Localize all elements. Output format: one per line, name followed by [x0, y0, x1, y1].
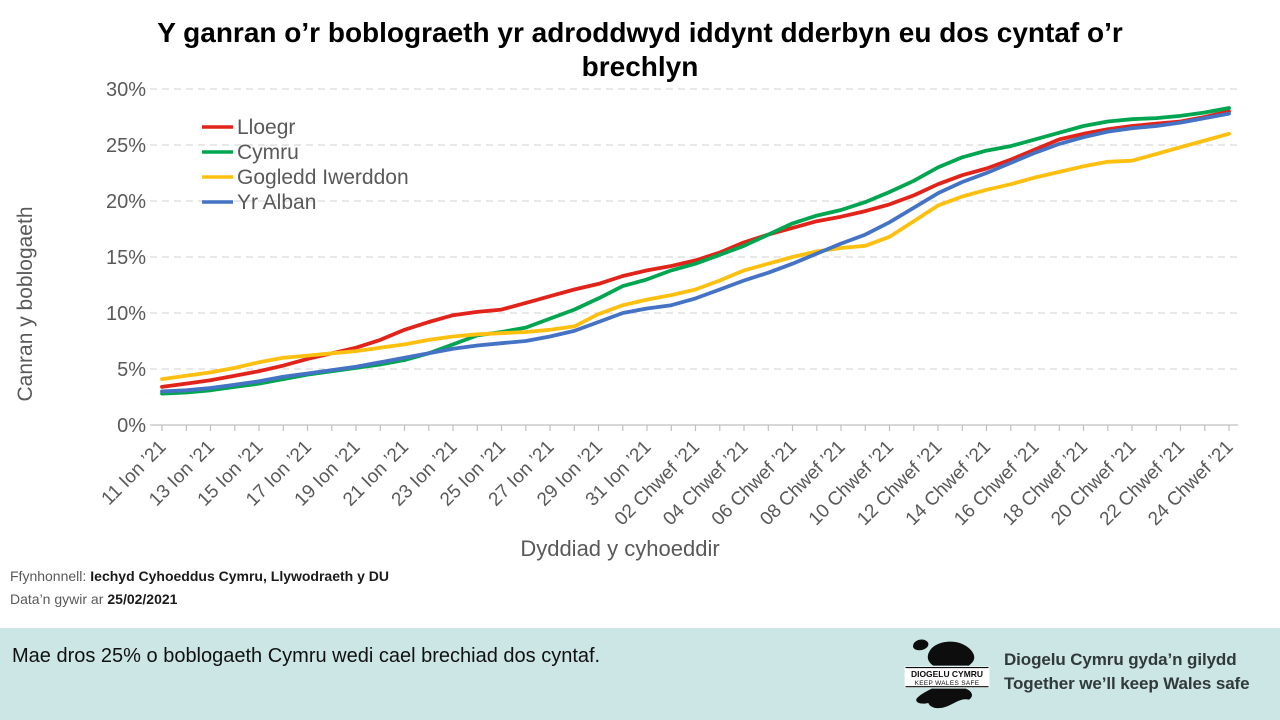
- series-line-gogledd-iwerddon: [160, 131, 1231, 382]
- y-tick-label: 0%: [117, 415, 146, 437]
- y-axis-title: Canran y boblogaeth: [14, 207, 37, 402]
- x-tick-label: 24 Chwef ’21: [1144, 437, 1237, 530]
- legend-label-yr-alban: Yr Alban: [237, 191, 316, 214]
- legend-item-yr-alban: Yr Alban: [202, 191, 316, 214]
- tagline-english: Together we’ll keep Wales safe: [1004, 674, 1250, 693]
- y-tick-label: 30%: [106, 79, 146, 101]
- series-line-lloegr: [160, 109, 1231, 389]
- source-label: Ffynhonnell:: [10, 568, 87, 584]
- keep-wales-safe-logo: DIOGELU CYMRU KEEP WALES SAFE: [904, 639, 990, 709]
- series-line-cymru: [160, 106, 1231, 396]
- y-tick-label: 5%: [117, 359, 146, 381]
- legend-item-lloegr: Lloegr: [202, 116, 295, 139]
- y-tick-label: 20%: [106, 191, 146, 213]
- logo-text-welsh: DIOGELU CYMRU: [911, 669, 983, 679]
- footnote: Ffynhonnell: Iechyd Cyhoeddus Cymru, Llyw…: [10, 565, 389, 611]
- logo-band: [904, 666, 990, 688]
- campaign-taglines: Diogelu Cymru gyda’n gilydd Together we’…: [1004, 648, 1250, 696]
- source-value: Iechyd Cyhoeddus Cymru, Llywodraeth y DU: [90, 568, 390, 584]
- y-tick-label: 15%: [106, 247, 146, 269]
- y-tick-label: 25%: [106, 135, 146, 157]
- legend-label-lloegr: Lloegr: [237, 116, 295, 139]
- banner: Mae dros 25% o boblogaeth Cymru wedi cae…: [0, 628, 1280, 720]
- banner-message: Mae dros 25% o boblogaeth Cymru wedi cae…: [12, 645, 601, 667]
- legend-item-cymru: Cymru: [202, 141, 299, 164]
- legend-label-cymru: Cymru: [237, 141, 299, 164]
- accuracy-line: Data’n gywir ar 25/02/2021: [10, 588, 389, 611]
- accuracy-label: Data’n gywir ar: [10, 591, 104, 607]
- legend-item-gogledd-iwerddon: Gogledd Iwerddon: [202, 166, 409, 189]
- logo-text-english: KEEP WALES SAFE: [915, 680, 980, 687]
- wales-map-icon: [913, 639, 975, 709]
- accuracy-value: 25/02/2021: [107, 591, 178, 607]
- chart-title: Y ganran o’r boblograeth yr adroddwyd id…: [157, 17, 1123, 83]
- legend-label-gogledd-iwerddon: Gogledd Iwerddon: [237, 166, 409, 189]
- x-axis-title: Dyddiad y cyhoeddir: [520, 536, 719, 561]
- series-line-yr-alban: [160, 111, 1231, 394]
- tagline-welsh: Diogelu Cymru gyda’n gilydd: [1004, 650, 1237, 669]
- source-line: Ffynhonnell: Iechyd Cyhoeddus Cymru, Llyw…: [10, 565, 389, 588]
- y-tick-label: 10%: [106, 303, 146, 325]
